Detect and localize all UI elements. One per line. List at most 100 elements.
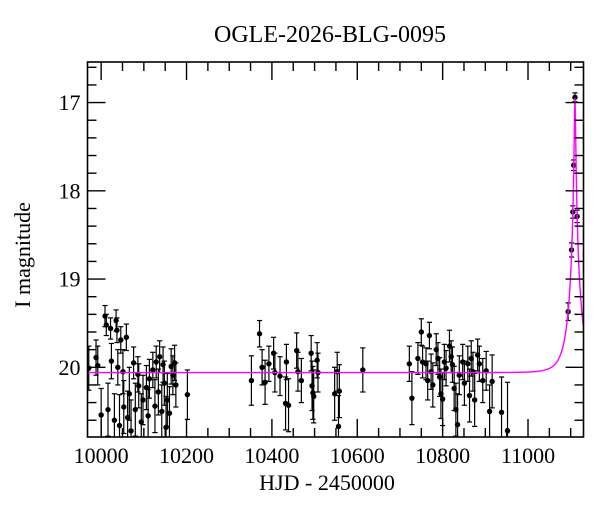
data-point [111,393,118,437]
point-marker [153,359,159,365]
data-point [277,356,283,397]
data-point [471,372,478,428]
data-point [150,351,156,389]
data-point [498,376,505,437]
y-tick-label: 20 [59,355,81,380]
data-point [164,372,171,428]
data-point [166,386,173,437]
point-marker [146,376,153,382]
point-marker [426,332,433,339]
data-point [424,360,431,401]
point-marker [572,94,578,100]
x-tick-label: 11000 [501,443,555,468]
point-marker [121,404,127,410]
point-marker [159,408,165,415]
data-point [115,349,121,386]
point-marker [118,337,124,343]
plot-frame [86,61,585,438]
data-point [262,359,268,405]
point-marker [504,428,511,434]
data-point [146,358,153,399]
data-point [132,382,139,437]
point-marker [161,380,168,386]
point-marker [163,424,169,430]
point-marker [120,369,126,375]
data-point [161,360,168,406]
point-marker [424,377,431,384]
data-point [103,313,109,337]
point-marker [259,364,265,370]
point-marker [248,377,255,384]
point-marker [480,377,486,384]
data-point [173,362,179,408]
point-marker [285,402,292,408]
x-tick-label: 10000 [74,443,129,468]
data-point [130,346,137,380]
x-tick-label: 10200 [159,443,214,468]
data-point [311,369,317,424]
data-point [184,369,191,420]
point-marker [111,417,118,423]
x-tick-label: 10800 [415,443,470,468]
tick-label-layer: 10000 10200 10400 10600 10800 11000 17 18 19 20 [59,90,556,468]
data-point [418,318,424,346]
point-marker [114,327,120,333]
point-marker [406,361,413,367]
point-marker [308,350,314,356]
point-marker [130,360,137,366]
data-point [448,340,454,374]
axes-frame-layer [86,61,585,438]
point-marker [160,361,166,368]
data-point [308,334,314,372]
point-marker [98,412,104,418]
point-marker [311,393,317,400]
point-marker [140,397,146,403]
point-marker [489,378,495,385]
data-point [266,345,272,383]
x-tick-label: 10600 [330,443,385,468]
point-marker [448,354,454,360]
point-marker [439,396,446,402]
data-point [107,317,114,340]
point-marker [116,422,123,429]
point-marker [150,367,156,373]
data-point [443,349,449,387]
data-point [116,394,123,437]
data-point [360,347,366,393]
point-marker [113,317,119,324]
point-marker [266,361,272,367]
point-marker [108,358,115,364]
point-marker [454,421,461,428]
point-marker [164,397,171,403]
point-marker [173,382,179,388]
data-point [155,368,162,416]
point-marker [476,361,483,367]
point-marker [314,357,320,363]
data-point [160,346,166,383]
point-marker [184,391,191,398]
point-marker [415,355,421,362]
y-tick-label: 17 [59,90,81,115]
point-marker [335,423,342,430]
point-marker [115,364,121,370]
x-axis-label: HJD - 2450000 [259,470,395,495]
data-point [114,317,120,344]
point-marker [105,406,111,413]
point-marker [145,413,151,419]
data-point [489,354,495,409]
point-marker [430,382,436,388]
data-point [454,393,461,437]
y-tick-label: 19 [59,267,81,292]
data-point [335,394,342,437]
point-marker [123,334,130,340]
data-point [105,382,111,437]
point-marker [277,373,283,379]
point-marker [456,372,462,378]
data-point [486,384,493,437]
data-point [118,326,124,354]
data-point [256,319,263,348]
point-marker [166,410,173,416]
data-point [415,341,421,375]
